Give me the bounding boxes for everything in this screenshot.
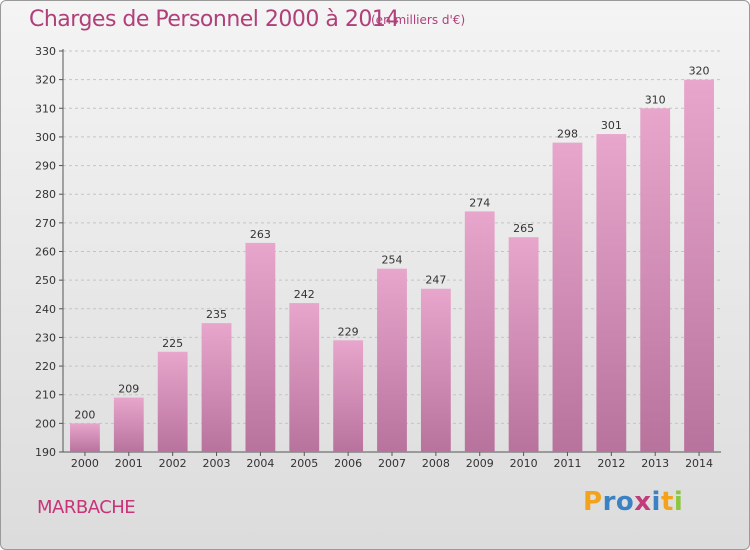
data-label-2009: 274 [469, 196, 490, 209]
bar-2004 [245, 242, 276, 452]
proxiti-logo: Proxiti [583, 487, 683, 517]
chart-subtitle: (en milliers d'€) [371, 13, 466, 27]
data-label-2005: 242 [294, 288, 315, 301]
y-tick-label: 270 [35, 217, 56, 230]
data-label-2011: 298 [557, 128, 578, 141]
bar-2008 [420, 288, 451, 452]
bar-2014 [684, 79, 714, 453]
data-label-2006: 229 [338, 325, 359, 338]
logo-letter: x [634, 487, 652, 517]
data-label-2007: 254 [382, 254, 403, 267]
x-tick-label-2001: 2001 [115, 457, 143, 470]
y-tick-label: 310 [35, 102, 56, 115]
bar-2007 [377, 268, 407, 452]
data-label-2003: 235 [206, 308, 227, 321]
x-tick-label-2006: 2006 [334, 457, 362, 470]
location-name: MARBACHE [37, 497, 136, 518]
y-tick-label: 280 [35, 188, 56, 201]
bar-2001 [113, 397, 144, 452]
data-label-2008: 247 [425, 274, 446, 287]
x-tick-label-2007: 2007 [378, 457, 406, 470]
y-tick-label: 190 [35, 446, 56, 459]
y-tick-label: 330 [35, 45, 56, 58]
x-tick-label-2011: 2011 [553, 457, 581, 470]
y-tick-label: 240 [35, 303, 56, 316]
y-tick-label: 260 [35, 246, 56, 259]
y-tick-label: 300 [35, 131, 56, 144]
logo-letter: o [615, 487, 635, 517]
data-label-2010: 265 [513, 222, 534, 235]
bar-2012 [596, 134, 627, 453]
logo-letter: P [583, 487, 603, 517]
y-tick-label: 220 [35, 360, 56, 373]
data-label-2004: 263 [250, 228, 271, 241]
x-tick-label-2009: 2009 [466, 457, 494, 470]
y-tick-label: 230 [35, 331, 56, 344]
bar-2011 [552, 142, 583, 452]
bar-2005 [289, 303, 320, 452]
y-tick-label: 200 [35, 417, 56, 430]
x-tick-label-2014: 2014 [685, 457, 713, 470]
labels: 190 200 210 220 230 240 250 260 270 280 290 300 310 3… [35, 45, 713, 470]
logo-letter: i [651, 487, 661, 517]
bar-2010 [508, 237, 539, 452]
data-label-2001: 209 [118, 383, 139, 396]
bar-2000 [70, 423, 100, 452]
bar-2009 [464, 211, 495, 452]
bar-2003 [201, 323, 232, 452]
x-tick-label-2010: 2010 [510, 457, 538, 470]
bar-2013 [640, 108, 671, 453]
logo-letter: i [673, 487, 684, 517]
x-tick-label-2005: 2005 [290, 457, 318, 470]
y-tick-label: 320 [35, 74, 56, 87]
y-tick-label: 210 [35, 389, 56, 402]
data-label-2002: 225 [162, 337, 183, 350]
x-tick-label-2008: 2008 [422, 457, 450, 470]
x-tick-label-2003: 2003 [203, 457, 231, 470]
data-label-2013: 310 [645, 93, 666, 106]
y-tick-label: 250 [35, 274, 56, 287]
x-tick-label-2000: 2000 [71, 457, 99, 470]
y-tick-label: 290 [35, 160, 56, 173]
data-label-2014: 320 [689, 65, 710, 78]
x-tick-label-2013: 2013 [641, 457, 669, 470]
data-label-2012: 301 [601, 119, 622, 132]
data-label-2000: 200 [74, 408, 95, 421]
x-tick-label-2004: 2004 [246, 457, 274, 470]
logo-letter: t [660, 487, 674, 517]
logo-letter: r [602, 487, 616, 517]
bar-2002 [157, 351, 188, 452]
x-tick-label-2002: 2002 [159, 457, 187, 470]
x-tick-label-2012: 2012 [597, 457, 625, 470]
bars [70, 79, 714, 453]
bar-2006 [333, 340, 364, 452]
chart-title: Charges de Personnel 2000 à 2014 [29, 7, 399, 32]
